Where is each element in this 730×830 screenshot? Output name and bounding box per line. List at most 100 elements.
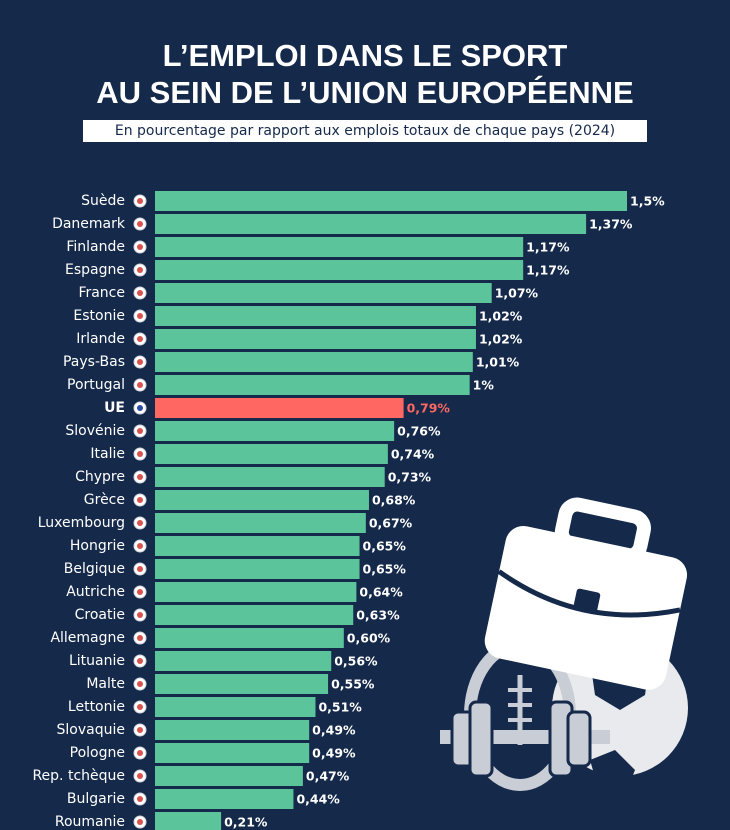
flag-icon — [137, 681, 143, 687]
flag-icon — [137, 244, 143, 250]
bar — [155, 536, 360, 556]
category-label: Hongrie — [70, 538, 125, 554]
category-label: Croatie — [75, 607, 125, 623]
category-label: Slovaquie — [57, 722, 125, 738]
flag-icon — [137, 336, 143, 342]
category-label: Pologne — [70, 745, 125, 761]
bar — [155, 352, 473, 372]
value-label: 0,55% — [331, 677, 375, 692]
value-label: 1,07% — [495, 286, 539, 301]
category-label: Bulgarie — [67, 791, 125, 807]
value-label: 0,49% — [312, 723, 356, 738]
bar — [155, 697, 316, 717]
value-label: 1,02% — [479, 332, 523, 347]
category-label: Italie — [90, 446, 125, 462]
category-label: Belgique — [64, 561, 125, 577]
bar — [155, 260, 524, 280]
category-label: Rep. tchèque — [32, 768, 125, 784]
value-label: 1,02% — [479, 309, 523, 324]
category-label: Grèce — [84, 492, 125, 508]
category-label: Estonie — [73, 308, 125, 324]
flag-icon — [137, 405, 143, 411]
bar — [155, 720, 310, 740]
flag-icon — [137, 451, 143, 457]
value-label: 0,56% — [334, 654, 378, 669]
bar — [155, 398, 404, 418]
value-label: 1,17% — [526, 240, 570, 255]
category-label: Allemagne — [50, 630, 125, 646]
category-label: UE — [104, 400, 125, 416]
bar — [155, 467, 385, 487]
category-label: Luxembourg — [38, 515, 125, 531]
bar — [155, 237, 524, 257]
bar — [155, 789, 294, 809]
category-label: Slovénie — [65, 423, 125, 439]
value-label: 1,01% — [476, 355, 520, 370]
flag-icon — [137, 612, 143, 618]
bar — [155, 651, 332, 671]
bar — [155, 513, 366, 533]
bar — [155, 490, 369, 510]
bar — [155, 329, 476, 349]
flag-icon — [137, 819, 143, 825]
value-label: 1,5% — [630, 194, 665, 209]
value-label: 0,73% — [388, 470, 432, 485]
chart-title: L’EMPLOI DANS LE SPORT — [163, 38, 568, 73]
bar — [155, 582, 357, 602]
category-label: Danemark — [52, 216, 126, 232]
bar — [155, 628, 344, 648]
bar — [155, 444, 388, 464]
value-label: 1,37% — [589, 217, 633, 232]
bar — [155, 421, 395, 441]
bar — [155, 605, 354, 625]
category-label: Portugal — [67, 377, 125, 393]
category-label: Chypre — [75, 469, 125, 485]
flag-icon — [137, 474, 143, 480]
value-label: 0,65% — [363, 562, 407, 577]
value-label: 0,60% — [347, 631, 391, 646]
flag-icon — [137, 497, 143, 503]
category-label: Lettonie — [68, 699, 125, 715]
bar — [155, 191, 627, 211]
category-label: Finlande — [66, 239, 125, 255]
bar — [155, 743, 310, 763]
category-label: Autriche — [66, 584, 125, 600]
flag-icon — [137, 198, 143, 204]
value-label: 0,44% — [296, 792, 340, 807]
value-label: 0,65% — [363, 539, 407, 554]
flag-icon — [137, 520, 143, 526]
value-label: 0,51% — [318, 700, 362, 715]
category-label: France — [78, 285, 125, 301]
flag-icon — [137, 589, 143, 595]
value-label: 0,74% — [391, 447, 435, 462]
flag-icon — [137, 727, 143, 733]
flag-icon — [137, 704, 143, 710]
flag-icon — [137, 359, 143, 365]
flag-icon — [137, 428, 143, 434]
flag-icon — [137, 543, 143, 549]
flag-icon — [137, 635, 143, 641]
value-label: 0,68% — [372, 493, 416, 508]
value-label: 0,63% — [356, 608, 400, 623]
value-label: 1% — [473, 378, 495, 393]
value-label: 0,64% — [359, 585, 403, 600]
category-label: Suède — [81, 193, 125, 209]
chart-title: AU SEIN DE L’UNION EUROPÉENNE — [96, 75, 633, 110]
category-label: Lituanie — [69, 653, 125, 669]
flag-icon — [137, 267, 143, 273]
subtitle: En pourcentage par rapport aux emplois t… — [115, 123, 615, 139]
bar — [155, 674, 329, 694]
flag-icon — [137, 382, 143, 388]
bar — [155, 812, 222, 830]
category-label: Roumanie — [55, 814, 125, 830]
value-label: 1,17% — [526, 263, 570, 278]
category-label: Irlande — [76, 331, 125, 347]
value-label: 0,49% — [312, 746, 356, 761]
decoration — [440, 497, 688, 795]
value-label: 0,79% — [407, 401, 451, 416]
bar — [155, 214, 587, 234]
flag-icon — [137, 658, 143, 664]
flag-icon — [137, 750, 143, 756]
